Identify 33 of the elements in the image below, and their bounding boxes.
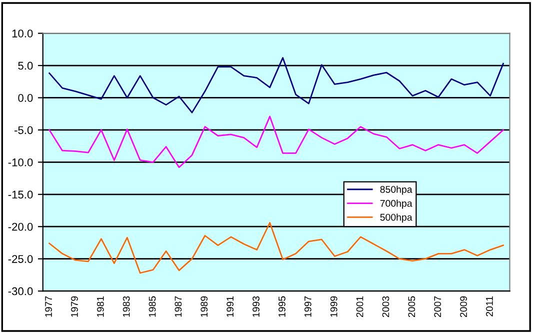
y-tick-label: -20.0: [8, 222, 33, 231]
x-tick-label: 2003: [382, 296, 390, 318]
y-tick-label: -30.0: [8, 287, 33, 296]
x-tick-label: 1993: [252, 296, 260, 317]
x-tick-label: 1989: [200, 296, 208, 317]
x-tick-label: 1981: [96, 296, 104, 317]
y-tick-label: 5.0: [18, 62, 33, 70]
x-tick-label: 2005: [408, 296, 416, 318]
legend-label: 500hpa: [380, 214, 412, 223]
line-series: [48, 57, 504, 114]
x-tick-label: 2009: [460, 296, 467, 318]
x-tick-label: 1977: [45, 296, 52, 317]
x-tick-label: 1987: [174, 296, 182, 317]
line-series: [48, 222, 504, 274]
x-tick-label: 2011: [486, 296, 493, 316]
y-tick-label: -25.0: [8, 255, 33, 263]
legend-label: 700hpa: [380, 200, 412, 209]
x-tick-label: 1983: [122, 296, 130, 317]
x-tick-label: 1995: [278, 296, 286, 317]
x-tick-label: 1985: [148, 296, 156, 317]
legend-label: 850hpa: [380, 186, 412, 195]
y-tick-label: -15.0: [8, 190, 33, 199]
y-tick-label: 0.0: [18, 94, 33, 102]
x-tick-label: 1979: [71, 296, 78, 317]
x-tick-label: 1997: [304, 296, 312, 317]
x-tick-label: 2001: [356, 296, 364, 318]
x-tick-label: 1999: [330, 296, 338, 317]
x-tick-label: 2007: [434, 296, 442, 318]
y-tick-label: 10.0: [12, 30, 33, 38]
line-series: [48, 116, 504, 168]
x-tick-label: 1991: [226, 296, 234, 317]
y-tick-label: -10.0: [8, 158, 33, 166]
y-tick-label: -5.0: [14, 126, 33, 134]
